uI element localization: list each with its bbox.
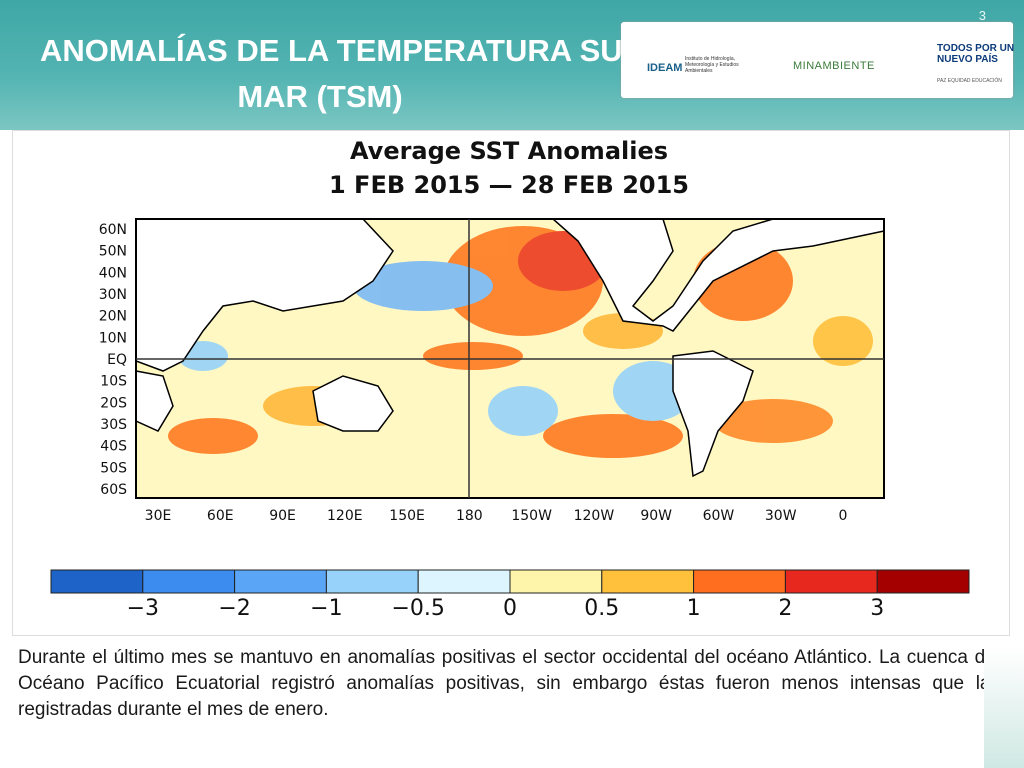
figure: Average SST Anomalies 1 FEB 2015 — 28 FE… [12, 130, 1010, 636]
lat-label: 20S [100, 395, 127, 411]
lat-label: 10S [100, 374, 127, 390]
logo-box: IDEAM Instituto de Hidrología, Meteorolo… [621, 22, 1014, 98]
colorbar-swatch [693, 569, 786, 594]
lat-label: 10N [99, 330, 127, 346]
lon-label: 60W [703, 508, 735, 524]
lon-label: 60E [207, 508, 234, 524]
lat-label: 40N [99, 265, 127, 281]
colorbar-swatch [325, 569, 419, 594]
land [135, 218, 885, 478]
colorbar-label: −0.5 [391, 596, 444, 621]
logo-text: Instituto de Hidrología, Meteorología y … [685, 56, 739, 74]
colorbar-swatch [784, 569, 878, 594]
lat-label: 60S [100, 482, 127, 498]
lon-label: 180 [456, 508, 483, 524]
figure-period: 1 FEB 2015 — 28 FEB 2015 [329, 171, 689, 199]
colorbar-label: −1 [310, 596, 342, 621]
lon-label: 30E [145, 508, 172, 524]
figure-title: Average SST Anomalies [350, 137, 668, 165]
title-line: MAR (TSM) [237, 79, 403, 114]
colorbar-label: 1 [687, 596, 701, 621]
colorbar-label: 2 [778, 596, 792, 621]
lat-label: 30S [100, 417, 127, 433]
decoration [984, 648, 1024, 768]
sst-map: Average SST Anomalies 1 FEB 2015 — 28 FE… [50, 137, 970, 621]
colorbar-label: −3 [127, 596, 159, 621]
logo-text: IDEAM [647, 62, 683, 74]
lon-label: 30W [765, 508, 797, 524]
lat-label: 50S [100, 460, 127, 476]
lon-label: 90E [269, 508, 296, 524]
colorbar-label: 0.5 [584, 596, 619, 621]
lon-label: 90W [640, 508, 672, 524]
lon-label: 150W [511, 508, 552, 524]
colorbar-swatch [601, 569, 695, 594]
colorbar-label: 3 [870, 596, 884, 621]
title-line: ANOMALÍAS DE LA TEMPERATURA SUPERFICIAL … [40, 33, 857, 68]
description: Durante el último mes se mantuvo en anom… [18, 647, 1000, 720]
lon-label: 120W [574, 508, 615, 524]
colorbar-swatch [876, 569, 970, 594]
lat-label: EQ [107, 352, 127, 368]
logo-text: TODOS POR UN NUEVO PAÍS [937, 43, 1015, 65]
slide-number: 3 [978, 8, 986, 23]
lon-label: 150E [389, 508, 425, 524]
lat-label: 40S [100, 439, 127, 455]
map [135, 218, 885, 499]
slide-title: ANOMALÍAS DE LA TEMPERATURA SUPERFICIAL … [40, 28, 857, 120]
colorbar-swatch [142, 569, 236, 594]
colorbar-label: −2 [218, 596, 250, 621]
lat-label: 30N [99, 287, 127, 303]
lon-label: 0 [839, 508, 848, 524]
colorbar-swatch [50, 569, 144, 594]
logo-text: PAZ EQUIDAD EDUCACIÓN [937, 78, 1002, 84]
lat-label: 60N [99, 222, 127, 238]
lat-label: 20N [99, 309, 127, 325]
colorbar-swatch [509, 569, 603, 594]
colorbar-swatch [417, 569, 511, 594]
lon-label: 120E [327, 508, 363, 524]
logo-text: MINAMBIENTE [793, 60, 875, 72]
colorbar-label: 0 [503, 596, 517, 621]
lat-label: 50N [99, 244, 127, 260]
colorbar-swatch [234, 569, 327, 594]
